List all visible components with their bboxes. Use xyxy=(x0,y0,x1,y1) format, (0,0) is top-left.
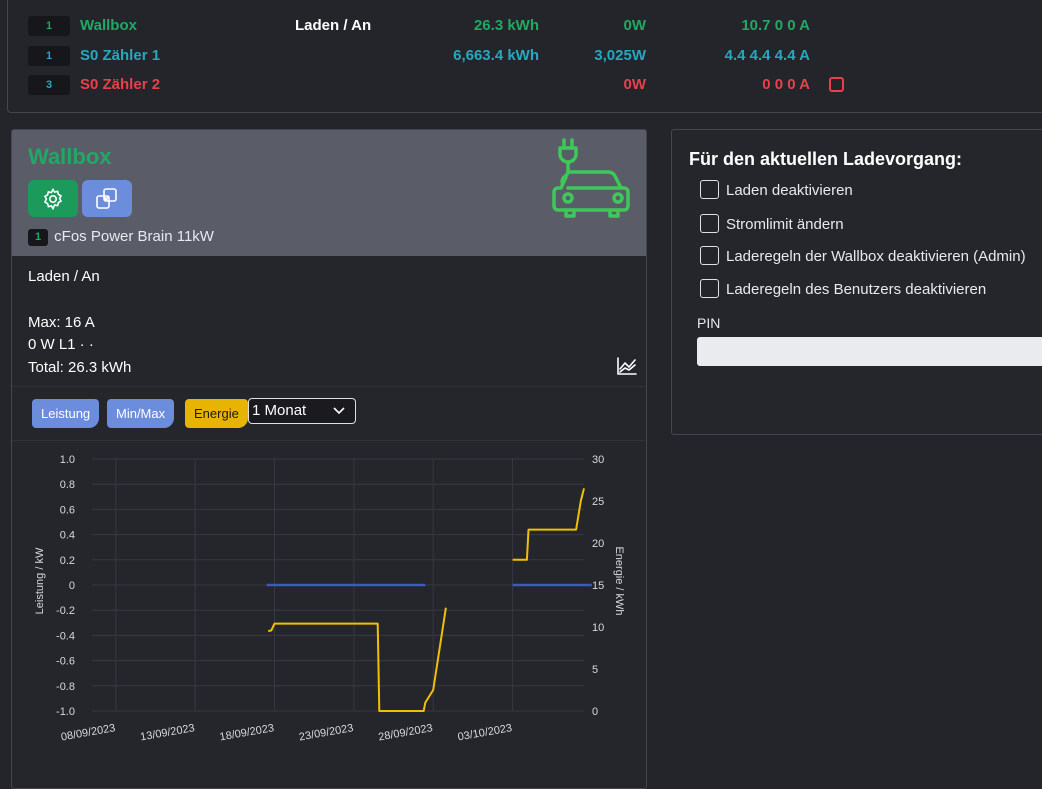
device-energy: 26.3 kWh xyxy=(473,17,539,34)
checkbox[interactable] xyxy=(700,246,719,265)
charging-state: Laden / An xyxy=(28,268,100,285)
x-tick-label: 13/09/2023 xyxy=(139,722,195,743)
car-charging-icon xyxy=(552,138,630,218)
device-model: 1 cFos Power Brain 11kW xyxy=(28,228,214,246)
tab-min-max[interactable]: Min/Max xyxy=(107,399,175,428)
device-power: 0W xyxy=(623,76,647,93)
pin-label: PIN xyxy=(697,315,721,331)
model-label: cFos Power Brain 11kW xyxy=(54,228,214,245)
window-restore-icon xyxy=(96,187,117,209)
range-select[interactable]: 1 Monat xyxy=(248,398,356,424)
chart-grid xyxy=(92,458,584,712)
alert-checkbox[interactable] xyxy=(829,77,844,92)
option-label: Laden deaktivieren xyxy=(726,182,853,199)
tab-energie[interactable]: Energie xyxy=(185,399,248,428)
option-change-current-limit[interactable]: Stromlimit ändern xyxy=(700,214,844,234)
settings-button[interactable] xyxy=(28,180,78,217)
summary-row-wallbox[interactable]: 1 Wallbox Laden / An 26.3 kWh 0W 10.7 0 … xyxy=(8,14,1042,38)
device-energy: 6,663.4 kWh xyxy=(453,47,539,64)
x-tick-label: 28/09/2023 xyxy=(377,722,433,743)
device-state: Laden / An xyxy=(295,17,372,34)
y-tick-label: -0.8 xyxy=(56,681,75,693)
wallbox-card-header: Wallbox 1 cFos Power Brain 11kW xyxy=(12,130,646,256)
device-name[interactable]: S0 Zähler 2 xyxy=(80,76,161,93)
device-current: 4.4 4.4 4.4 A xyxy=(724,47,810,64)
energy-chart: 1.0 0.8 0.6 0.4 0.2 0 -0.2 -0.4 -0.6 -0.8 -1.0 30 25… xyxy=(34,454,625,744)
y2-tick-label: 5 xyxy=(592,664,598,676)
device-current: 0 0 0 A xyxy=(762,76,810,93)
checkbox[interactable] xyxy=(700,279,719,298)
option-label: Laderegeln der Wallbox deaktivieren (Adm… xyxy=(726,248,1026,265)
option-disable-charging[interactable]: Laden deaktivieren xyxy=(700,180,853,200)
phase-badge: 3 xyxy=(28,75,70,95)
device-power: 3,025W xyxy=(594,47,646,64)
line-chart-icon[interactable] xyxy=(616,356,638,376)
checkbox[interactable] xyxy=(700,180,719,199)
phase-power: 0 W L1 · · xyxy=(28,336,94,353)
y2-tick-label: 20 xyxy=(592,538,604,550)
y2-tick-label: 15 xyxy=(592,580,604,592)
detach-button[interactable] xyxy=(82,180,132,217)
device-power: 0W xyxy=(623,17,647,34)
y-tick-label: 0.2 xyxy=(60,555,75,567)
y2-tick-label: 25 xyxy=(592,496,604,508)
checkbox[interactable] xyxy=(700,214,719,233)
y-tick-label: -0.4 xyxy=(56,630,75,642)
y2-tick-label: 30 xyxy=(592,454,604,466)
model-badge: 1 xyxy=(28,229,48,246)
charging-session-panel: Für den aktuellen Ladevorgang: Laden dea… xyxy=(671,129,1042,435)
device-name[interactable]: S0 Zähler 1 xyxy=(80,47,161,64)
max-current: Max: 16 A xyxy=(28,313,95,331)
y-tick-label: -1.0 xyxy=(56,706,75,718)
y-tick-label: -0.2 xyxy=(56,605,75,617)
x-tick-label: 23/09/2023 xyxy=(298,722,354,743)
device-current: 10.7 0 0 A xyxy=(741,17,810,34)
wallbox-info: Laden / An Max: 16 A 0 W L1 · · Total: 2… xyxy=(28,266,131,379)
tab-leistung[interactable]: Leistung xyxy=(32,399,100,428)
y-axis-label: Leistung / kW xyxy=(34,547,46,614)
y2-axis-label: Energie / kWh xyxy=(613,546,625,615)
chevron-down-icon xyxy=(333,407,345,415)
y-tick-label: 1.0 xyxy=(60,454,75,466)
y-tick-label: 0.8 xyxy=(60,479,75,491)
y-tick-label: 0.6 xyxy=(60,504,75,516)
option-disable-user-rules[interactable]: Laderegeln des Benutzers deaktivieren xyxy=(700,279,986,299)
option-label: Stromlimit ändern xyxy=(726,216,844,233)
y-tick-label: -0.6 xyxy=(56,656,75,668)
x-tick-label: 18/09/2023 xyxy=(219,722,275,743)
energy-series-line xyxy=(512,488,585,561)
pin-input[interactable] xyxy=(697,337,1042,366)
y2-tick-label: 10 xyxy=(592,622,604,634)
wallbox-card: Wallbox 1 cFos Power Brain 11kW xyxy=(11,129,647,789)
phase-badge: 1 xyxy=(28,46,70,66)
gear-icon xyxy=(43,187,63,210)
option-disable-wallbox-rules[interactable]: Laderegeln der Wallbox deaktivieren (Adm… xyxy=(700,246,1026,266)
wallbox-title: Wallbox xyxy=(28,144,112,169)
meter-summary: 1 Wallbox Laden / An 26.3 kWh 0W 10.7 0 … xyxy=(7,0,1042,113)
device-name[interactable]: Wallbox xyxy=(80,17,137,34)
phase-badge: 1 xyxy=(28,16,70,36)
y-tick-label: 0 xyxy=(69,580,75,592)
option-label: Laderegeln des Benutzers deaktivieren xyxy=(726,281,987,298)
energy-series-line xyxy=(267,607,447,712)
x-tick-label: 03/10/2023 xyxy=(457,722,513,743)
y2-tick-label: 0 xyxy=(592,706,598,718)
x-tick-label: 08/09/2023 xyxy=(60,722,116,743)
total-energy: Total: 26.3 kWh xyxy=(28,358,132,376)
summary-row-meter-2[interactable]: 3 S0 Zähler 2 0W 0 0 0 A xyxy=(8,73,1042,97)
summary-row-meter-1[interactable]: 1 S0 Zähler 1 6,663.4 kWh 3,025W 4.4 4.4… xyxy=(8,44,1042,68)
range-value: 1 Monat xyxy=(252,402,307,419)
panel-title: Für den aktuellen Ladevorgang: xyxy=(689,149,963,169)
y-tick-label: 0.4 xyxy=(60,530,75,542)
